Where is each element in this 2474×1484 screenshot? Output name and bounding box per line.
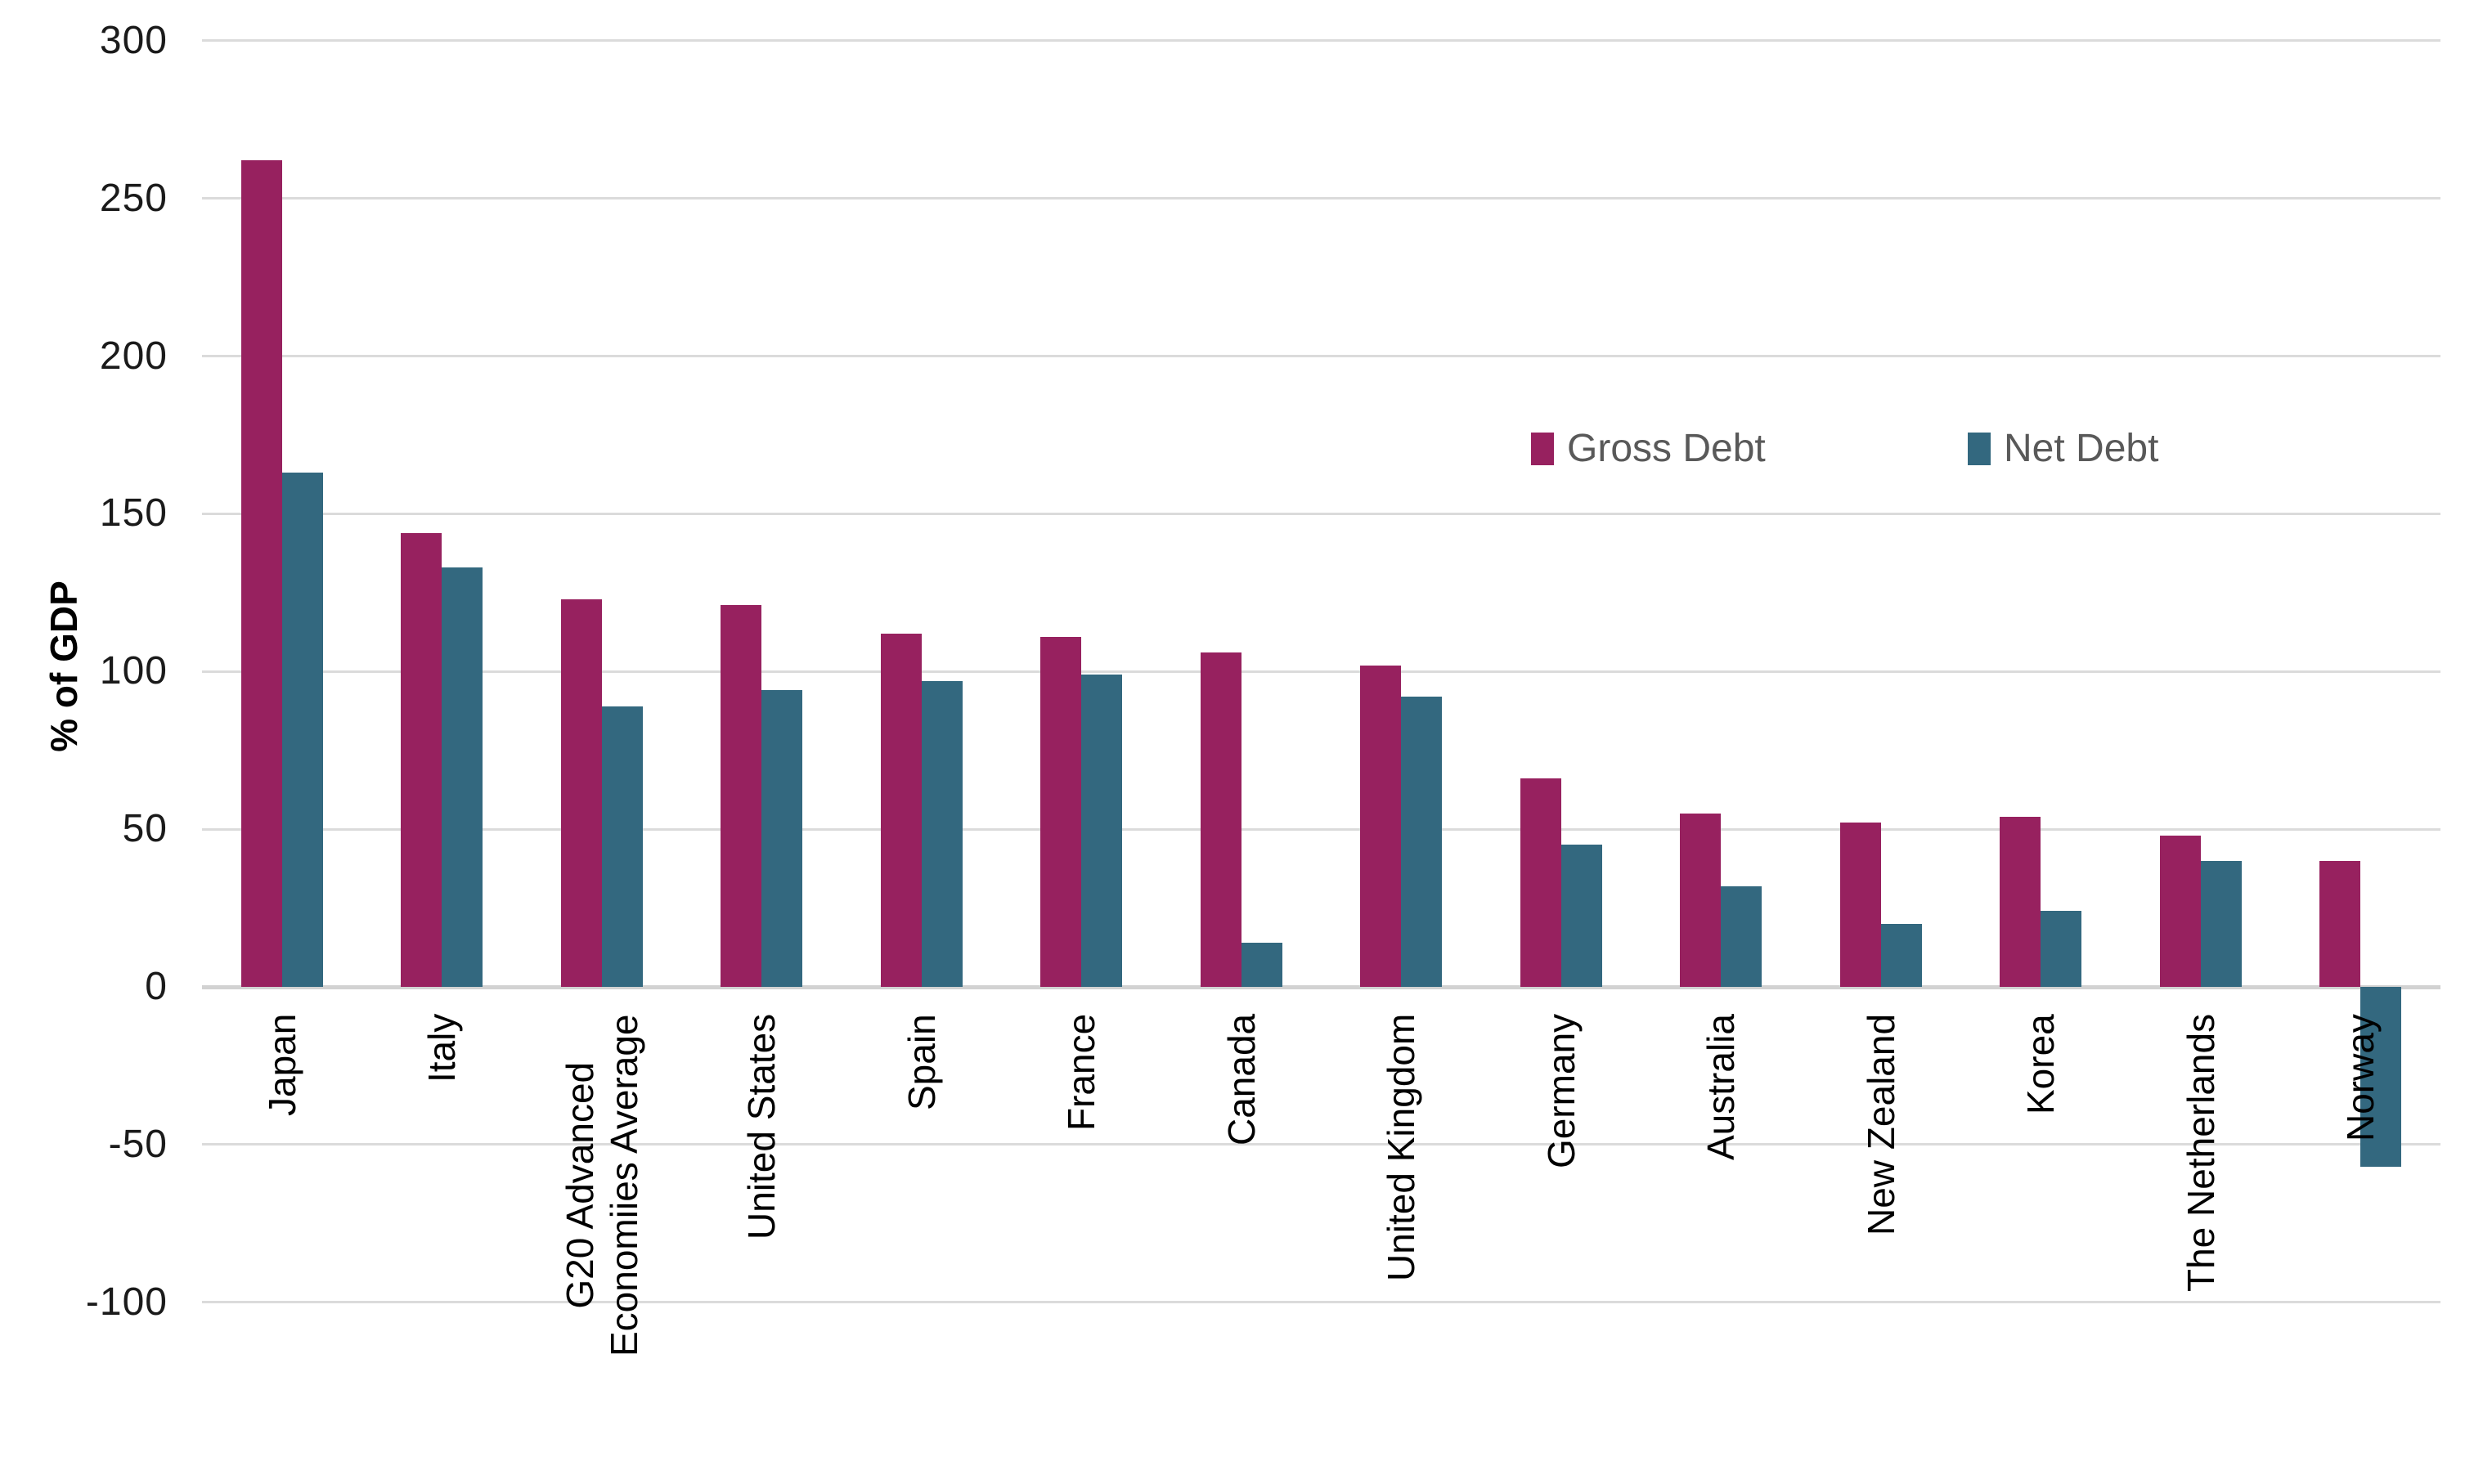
gridline-250: [202, 197, 2440, 200]
bar-gross-10: [1839, 823, 1881, 987]
x-label-13: Norway: [2339, 1014, 2382, 1141]
x-label-8: Germany: [1539, 1013, 1583, 1168]
legend-item-net-debt: Net Debt: [1968, 428, 2158, 470]
y-tick-label--100: -100: [85, 1280, 168, 1324]
bar-net-0: [281, 473, 323, 987]
gridline--100: [202, 1301, 2440, 1304]
x-label-10: New Zealand: [1859, 1013, 1902, 1235]
x-label-3: United States: [740, 1013, 784, 1240]
y-tick-label-0: 0: [145, 965, 168, 1008]
x-label-11: Korea: [2019, 1014, 2063, 1114]
bar-net-3: [761, 690, 803, 987]
x-label-0: Japan: [260, 1013, 303, 1116]
bar-net-10: [1880, 923, 1922, 987]
bar-gross-5: [1040, 636, 1082, 987]
bar-net-4: [921, 680, 963, 987]
bar-net-1: [442, 567, 483, 987]
bar-net-9: [1721, 885, 1762, 987]
x-axis-baseline: [202, 984, 2440, 989]
legend-marker-icon: [1968, 433, 1991, 465]
y-tick-label--50: -50: [108, 1122, 168, 1166]
bar-net-5: [1081, 675, 1123, 987]
y-tick-label-300: 300: [99, 18, 168, 62]
bar-net-13: [2360, 987, 2402, 1167]
legend-label: Gross Debt: [1567, 427, 1766, 470]
x-label-1: Italy: [420, 1013, 464, 1083]
x-label-6: Canada: [1219, 1013, 1263, 1146]
y-tick-label-100: 100: [99, 649, 168, 693]
gridline-200: [202, 355, 2440, 358]
gridline-100: [202, 670, 2440, 673]
gridline-300: [202, 39, 2440, 43]
x-label-4: Spain: [900, 1014, 943, 1110]
x-label-12: The Netherlands: [2179, 1013, 2222, 1292]
y-tick-label-50: 50: [122, 807, 168, 851]
x-label-7: United Kingdom: [1380, 1013, 1423, 1281]
gridline--50: [202, 1143, 2440, 1146]
bar-net-8: [1560, 845, 1602, 987]
y-tick-label-250: 250: [99, 176, 168, 220]
y-tick-label-150: 150: [99, 491, 168, 536]
bar-net-2: [601, 706, 643, 987]
gridline-50: [202, 827, 2440, 831]
bar-gross-4: [880, 634, 922, 987]
y-tick-label-200: 200: [99, 334, 168, 378]
bar-net-7: [1401, 697, 1443, 987]
bar-gross-1: [401, 532, 442, 987]
bar-net-12: [2200, 860, 2242, 987]
bar-gross-11: [2000, 816, 2041, 987]
x-label-9: Australia: [1699, 1014, 1743, 1160]
legend-marker-icon: [1531, 433, 1554, 465]
x-label-2: G20 Advanced Economiies Average: [558, 1014, 645, 1356]
bar-gross-9: [1680, 813, 1722, 987]
bar-gross-2: [560, 599, 602, 987]
x-label-5: France: [1060, 1013, 1103, 1131]
bar-gross-7: [1360, 665, 1402, 987]
gridline-150: [202, 512, 2440, 515]
bar-gross-3: [721, 605, 762, 987]
bar-net-6: [1241, 943, 1282, 987]
bar-gross-0: [240, 160, 282, 987]
bar-gross-12: [2159, 835, 2201, 987]
legend-item-gross-debt: Gross Debt: [1531, 428, 1766, 470]
bar-gross-6: [1200, 652, 1241, 987]
bar-net-11: [2041, 911, 2082, 987]
bar-gross-13: [2319, 860, 2361, 987]
legend-label: Net Debt: [2004, 427, 2159, 470]
bar-gross-8: [1520, 778, 1561, 987]
